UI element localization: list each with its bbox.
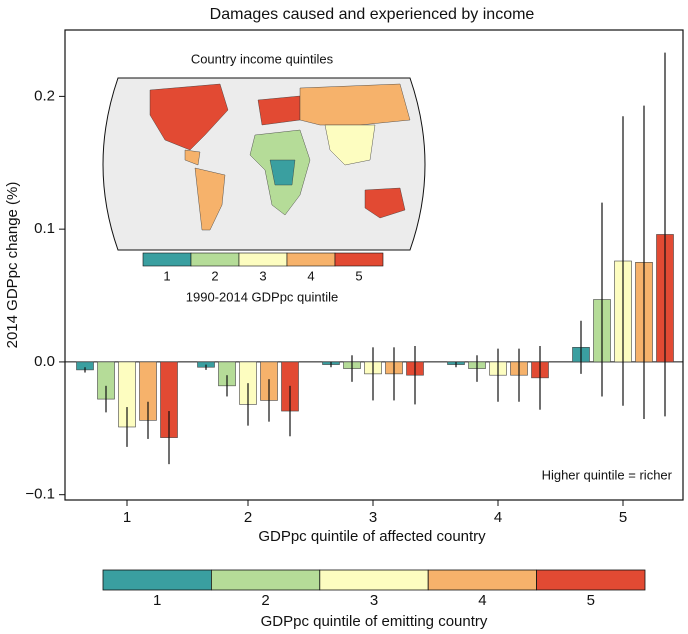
x-tick-label: 2 — [244, 509, 252, 526]
legend-label: 3 — [370, 592, 378, 609]
map-region — [364, 187, 406, 219]
y-tick-label: 0.0 — [34, 353, 55, 370]
legend-label: 5 — [587, 592, 595, 609]
inset-map: Country income quintiles 1990-2014 GDPpc… — [102, 51, 426, 304]
legend-swatch — [427, 569, 538, 591]
y-axis-label: 2014 GDPpc change (%) — [4, 182, 21, 349]
inset-colorbar-label: 1990-2014 GDPpc quintile — [186, 289, 339, 304]
inset-colorbar-swatch — [142, 252, 192, 267]
inset-title: Country income quintiles — [191, 51, 334, 66]
x-axis-label: GDPpc quintile of affected country — [258, 528, 486, 545]
legend-title: GDPpc quintile of emitting country — [261, 613, 488, 630]
legend-label: 2 — [261, 592, 269, 609]
legend-swatch — [210, 569, 321, 591]
inset-colorbar-swatch — [286, 252, 336, 267]
legend-swatch — [536, 569, 646, 591]
x-tick-label: 1 — [123, 509, 131, 526]
map-region — [324, 124, 376, 166]
legend-label: 1 — [153, 592, 161, 609]
map-region — [184, 149, 201, 166]
inset-colorbar-tick: 2 — [211, 268, 218, 283]
map-region — [257, 95, 301, 126]
chart-title: Damages caused and experienced by income — [210, 6, 535, 23]
inset-colorbar-swatch — [334, 252, 384, 267]
x-tick-label: 3 — [369, 509, 377, 526]
map-region — [149, 83, 229, 151]
inset-colorbar-swatch — [238, 252, 288, 267]
x-tick-label: 4 — [494, 509, 502, 526]
inset-colorbar-tick: 3 — [259, 268, 266, 283]
map-region — [269, 159, 296, 186]
inset-colorbar-tick: 5 — [355, 268, 362, 283]
annotation: Higher quintile = richer — [542, 467, 673, 482]
legend-swatch — [102, 569, 212, 591]
map-region — [299, 83, 411, 126]
x-tick-label: 5 — [619, 509, 627, 526]
plot-frame — [64, 29, 684, 501]
y-tick-label: 0.1 — [34, 220, 55, 237]
inset-colorbar-tick: 4 — [307, 268, 314, 283]
y-tick-label: −0.1 — [25, 486, 55, 503]
legend-label: 4 — [478, 592, 486, 609]
map-region — [194, 167, 226, 231]
y-tick-label: 0.2 — [34, 87, 55, 104]
inset-colorbar-swatch — [190, 252, 240, 267]
inset-colorbar-tick: 1 — [163, 268, 170, 283]
legend-swatch — [319, 569, 429, 591]
